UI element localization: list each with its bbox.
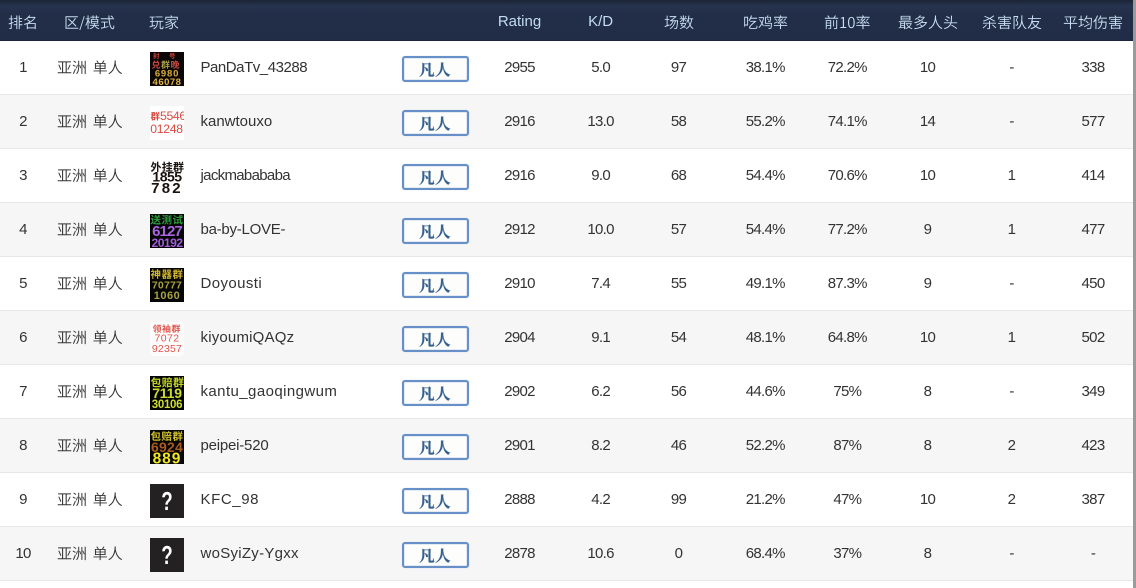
svg-text:01248: 01248 xyxy=(150,121,183,135)
svg-text:6924: 6924 xyxy=(151,439,183,455)
svg-text:889: 889 xyxy=(153,450,182,464)
svg-text:20192: 20192 xyxy=(152,236,184,248)
svg-text:7119: 7119 xyxy=(152,385,182,401)
svg-text:782: 782 xyxy=(151,179,183,193)
svg-text:70777: 70777 xyxy=(152,279,182,291)
svg-text:1855: 1855 xyxy=(152,168,182,184)
svg-text:30106: 30106 xyxy=(152,399,182,410)
svg-text:92357: 92357 xyxy=(152,343,182,355)
svg-text:?: ? xyxy=(161,539,172,569)
svg-text:?: ? xyxy=(161,485,172,515)
svg-text:6980: 6980 xyxy=(155,68,179,79)
svg-text:7072: 7072 xyxy=(155,332,180,344)
svg-text:6127: 6127 xyxy=(152,223,182,240)
svg-text:5546: 5546 xyxy=(160,108,184,122)
svg-text:1060: 1060 xyxy=(154,290,180,302)
svg-text:46078: 46078 xyxy=(153,76,182,85)
